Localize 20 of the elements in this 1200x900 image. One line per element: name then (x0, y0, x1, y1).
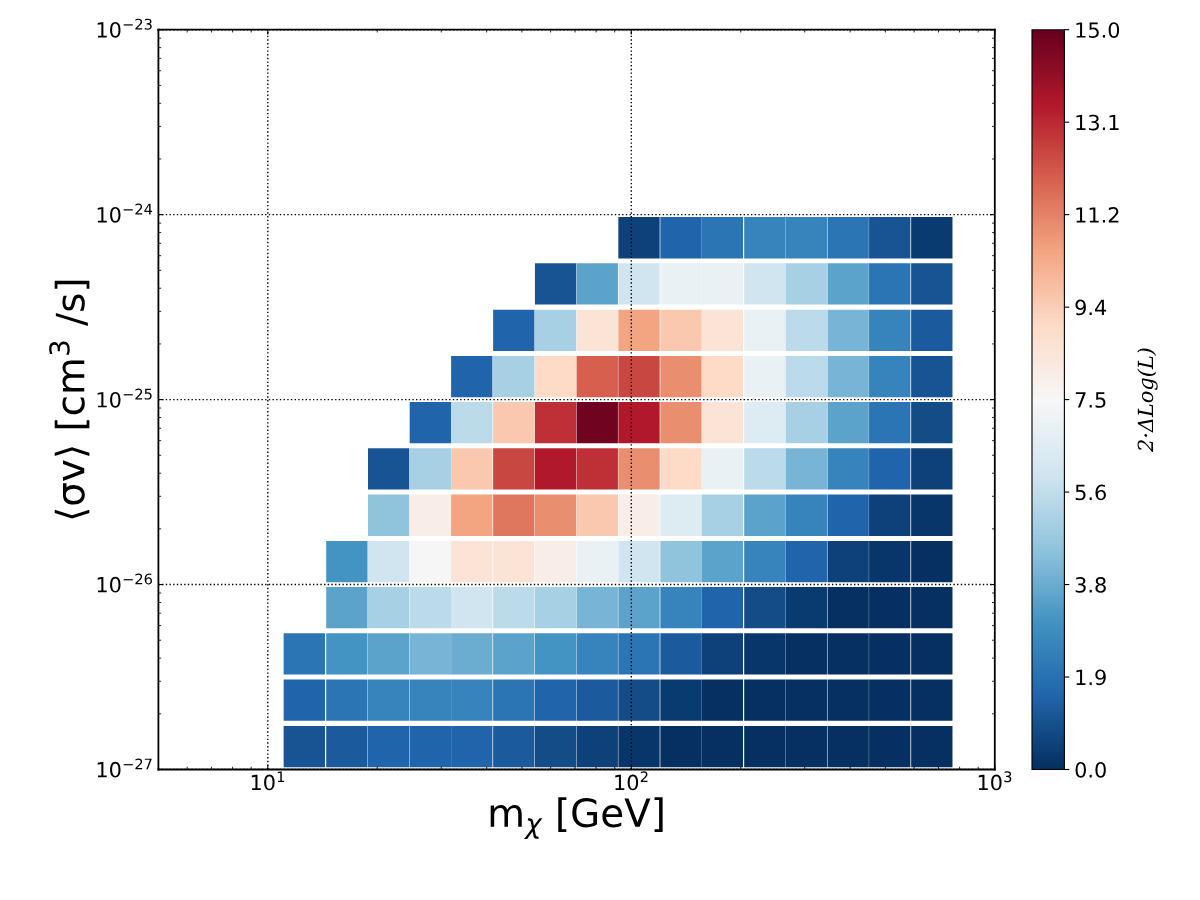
color-bar-label: 0.0 (1075, 761, 1106, 778)
color-bar-label: 3.8 (1075, 577, 1106, 593)
y-tick-label: 10$^{−26}$ (97, 573, 152, 593)
y-tick-label: 10$^{−25}$ (97, 388, 152, 408)
x-axis-title: m$_{χ}$ [GeV] (490, 797, 663, 839)
y-axis-title: ⟨σv⟩ [cm$^{3}$ /s] (49, 280, 90, 519)
x-tick-label: 10$^{1}$ (251, 771, 285, 791)
color-bar-label: 5.6 (1075, 484, 1106, 501)
y-tick-label: 10$^{−27}$ (97, 758, 152, 778)
y-tick-label: 10$^{−24}$ (97, 203, 153, 223)
color-bar-label: 15.0 (1076, 22, 1120, 38)
y-tick-label: 10$^{−23}$ (97, 18, 152, 38)
color-bar-label: 13.1 (1076, 114, 1119, 131)
x-tick-label: 10$^{2}$ (615, 771, 648, 791)
color-bar-title: 2·ΔLog(L) (1137, 348, 1158, 453)
color-bar-label: 1.9 (1076, 669, 1106, 686)
color-bar-label: 9.4 (1075, 299, 1107, 316)
x-tick-label: 10$^{3}$ (978, 771, 1012, 791)
color-bar-label: 7.5 (1075, 392, 1106, 408)
color-bar-label: 11.2 (1076, 207, 1119, 223)
